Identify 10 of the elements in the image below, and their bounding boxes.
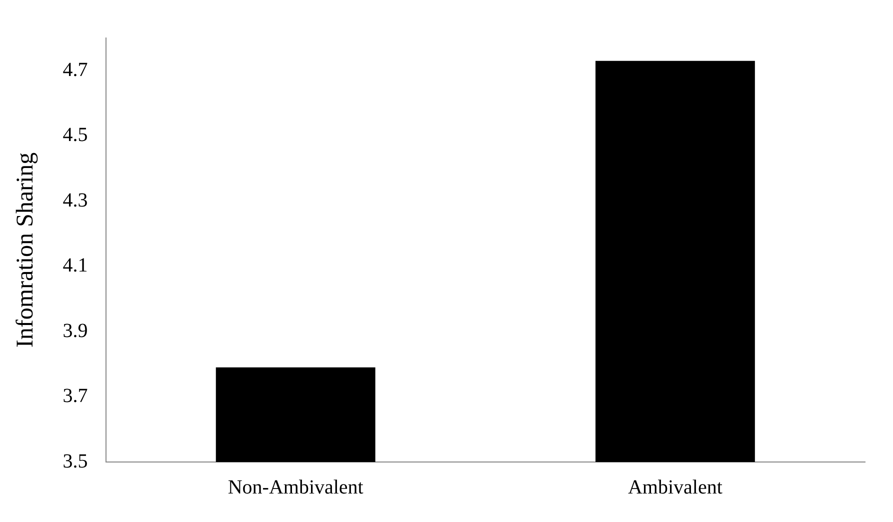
x-tick-label: Non-Ambivalent xyxy=(228,476,364,498)
y-axis-title: Infomration Sharing xyxy=(12,152,39,348)
y-tick-label: 3.7 xyxy=(62,385,88,408)
y-tick-label: 3.5 xyxy=(62,450,88,472)
y-tick-label: 4.1 xyxy=(62,254,88,277)
y-tick-label: 4.7 xyxy=(62,58,88,81)
y-tick-label: 4.3 xyxy=(62,189,88,212)
y-tick-label: 3.9 xyxy=(62,320,88,342)
x-tick-label: Ambivalent xyxy=(628,476,723,498)
y-tick-label: 4.5 xyxy=(62,124,88,146)
